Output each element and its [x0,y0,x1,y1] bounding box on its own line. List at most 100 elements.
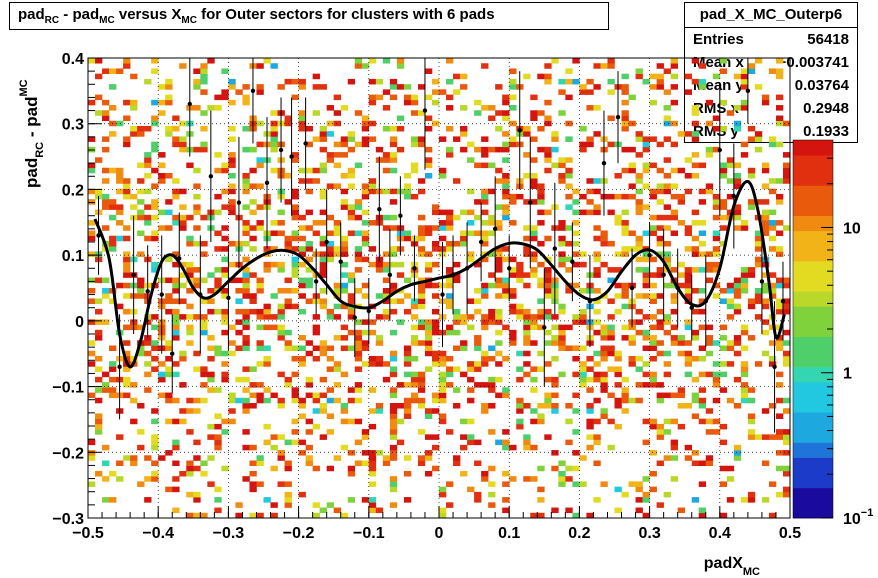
heatmap-cell [368,465,377,472]
heatmap-cell [228,261,236,268]
heatmap-cell [186,460,194,467]
heatmap-cell [684,267,693,273]
heatmap-cell [712,376,721,383]
heatmap-cell [151,408,159,414]
heatmap-cell [600,329,608,336]
heatmap-cell [740,277,749,284]
heatmap-cell [130,460,138,467]
heatmap-cell [628,94,636,101]
heatmap-cell [382,261,391,268]
heatmap-cell [326,429,334,435]
heatmap-cell [319,288,327,294]
heatmap-cell [698,345,707,352]
heatmap-cell [151,267,159,273]
heatmap-cell [740,382,749,388]
heatmap-cell [775,298,784,304]
heatmap-cell [347,397,356,404]
heatmap-cell [761,94,770,101]
heatmap-cell [193,209,201,216]
heatmap-cell [691,251,700,257]
heatmap-cell [165,125,173,132]
heatmap-cell [761,288,770,294]
heatmap-cell [726,397,735,404]
heatmap-cell [782,355,791,362]
heatmap-cell [439,371,447,378]
heatmap-cell [137,125,145,132]
heatmap-cell [621,193,629,200]
heatmap-cell [656,434,664,440]
heatmap-cell [572,251,580,257]
heatmap-cell [242,277,250,284]
heatmap-cell [551,340,559,346]
heatmap-cell [670,120,678,127]
heatmap-cell [663,282,671,289]
heatmap-cell [151,120,159,127]
color-scale-band [793,502,833,519]
heatmap-cell [593,235,601,242]
heatmap-cell [733,303,742,310]
heatmap-cell [186,272,194,278]
heatmap-cell [207,434,215,440]
data-point [366,308,371,314]
heatmap-cell [467,376,475,383]
heatmap-cell [572,355,580,362]
heatmap-cell [270,110,278,116]
heatmap-cell [719,439,728,446]
heatmap-cell [389,308,398,315]
heatmap-cell [256,157,264,163]
heatmap-cell [586,423,594,430]
heatmap-cell [495,329,503,336]
heatmap-cell [249,298,257,304]
heatmap-cell [467,361,475,367]
heatmap-cell [277,329,285,336]
heatmap-cell [263,267,271,273]
heatmap-cell [656,84,664,90]
heatmap-cell [621,335,629,341]
heatmap-cell [684,225,693,231]
heatmap-cell [102,460,110,467]
heatmap-cell [684,157,693,163]
heatmap-cell [340,235,349,242]
heatmap-cell [754,298,763,304]
heatmap-cell [95,277,103,284]
heatmap-cell [137,214,145,221]
heatmap-cell [165,340,173,346]
heatmap-cell [263,355,271,362]
heatmap-cell [333,361,342,367]
heatmap-cell [474,298,482,304]
heatmap-cell [495,392,503,399]
heatmap-cell [263,423,271,430]
heatmap-cell [593,84,601,90]
heatmap-cell [277,303,285,310]
heatmap-cell [600,376,608,383]
heatmap-cell [389,329,398,336]
heatmap-cell [775,465,784,472]
heatmap-cell [551,324,559,331]
heatmap-cell [242,225,250,231]
heatmap-cell [572,429,580,435]
heatmap-cell [151,58,159,64]
heatmap-cell [298,84,306,90]
data-point [117,364,122,370]
heatmap-cell [523,403,531,409]
heatmap-cell [347,167,356,174]
heatmap-cell [740,361,749,367]
heatmap-cell [144,78,152,85]
heatmap-cell [726,288,735,294]
heatmap-cell [691,131,700,137]
heatmap-cell [193,267,201,273]
heatmap-cell [298,355,306,362]
heatmap-cell [698,308,707,315]
heatmap-cell [305,282,313,289]
heatmap-cell [340,324,349,331]
heatmap-cell [446,329,454,336]
heatmap-cell [193,282,201,289]
heatmap-cell [460,146,468,153]
color-scale-band [793,321,833,337]
heatmap-cell [305,350,313,357]
heatmap-cell [249,225,257,231]
color-scale-band [793,487,833,504]
heatmap-cell [326,240,334,247]
data-point [717,147,722,153]
heatmap-cell [544,63,552,69]
